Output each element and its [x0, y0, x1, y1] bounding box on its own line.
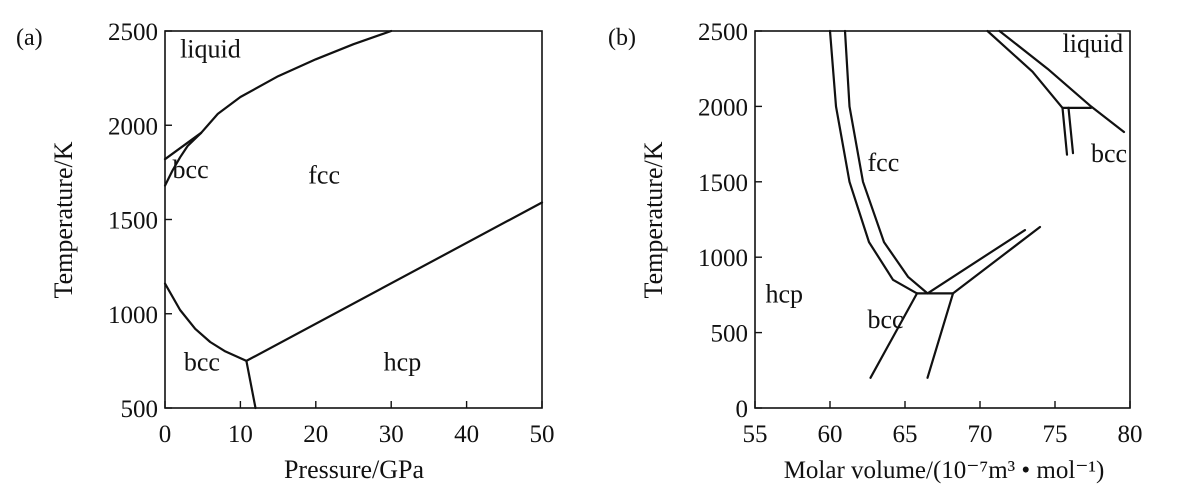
panel-b-ticks: 55 60 65 70 75 80 0 500 1000 1500 2000 2500: [698, 19, 1143, 448]
phase-label-hcp: hcp: [766, 279, 804, 308]
panel-a-tag: (a): [16, 25, 43, 51]
phase-boundary-line: [163, 131, 203, 187]
x-tick-label: 40: [454, 421, 479, 448]
phase-boundary-line: [245, 201, 544, 362]
phase-label-fcc: fcc: [308, 161, 340, 190]
panel-a-x-axis-label: Pressure/GPa: [284, 455, 425, 484]
phase-boundary-line: [869, 292, 919, 379]
x-tick-label: 0: [159, 421, 172, 448]
x-tick-label: 10: [228, 421, 253, 448]
panel-b-plot-frame: [754, 30, 1131, 409]
y-tick-label: 2500: [108, 19, 158, 46]
y-tick-label: 0: [736, 396, 749, 423]
phase-label-hcp: hcp: [384, 347, 422, 376]
panel-a-plot-frame: [164, 30, 543, 409]
x-tick-label: 20: [303, 421, 328, 448]
panel-b-molar-volume-temperature: (b) 55 60 65 70 75 80 0 500 1000 1500 2000 2500 liq…: [608, 19, 1143, 484]
panel-a-phase-boundaries: [163, 29, 544, 410]
x-tick-label: 55: [743, 421, 768, 448]
phase-boundary-line: [986, 29, 1064, 110]
phase-label-bcc: bcc: [868, 305, 904, 334]
x-tick-label: 50: [530, 421, 555, 448]
phase-boundary-line: [163, 282, 248, 362]
panel-b-tag: (b): [608, 25, 636, 51]
y-tick-label: 2000: [108, 113, 158, 140]
phase-label-fcc: fcc: [868, 148, 900, 177]
x-tick-label: 80: [1118, 421, 1143, 448]
phase-boundary-line: [1067, 106, 1075, 155]
x-tick-label: 75: [1043, 421, 1068, 448]
phase-label-bcc: bcc: [173, 155, 209, 184]
phase-label-bcc: bcc: [184, 347, 220, 376]
x-tick-label: 30: [379, 421, 404, 448]
panel-a-pressure-temperature: (a) 0 10 20 30 40 50 500 1000 1500 2000 2500 liqui…: [16, 19, 555, 484]
phase-boundary-line: [998, 29, 1126, 134]
y-tick-label: 1500: [108, 208, 158, 235]
panel-b-phase-boundaries: [828, 29, 1126, 379]
x-tick-label: 65: [893, 421, 918, 448]
phase-boundary-line: [926, 229, 1027, 295]
y-tick-label: 500: [121, 396, 159, 423]
phase-boundary-line: [926, 292, 955, 379]
y-tick-label: 2500: [698, 19, 748, 46]
x-tick-label: 60: [818, 421, 843, 448]
panel-a-y-axis-label: Temperature/K: [49, 141, 78, 298]
panel-a-phase-labels: liquid bcc fcc bcc hcp: [173, 34, 422, 376]
phase-boundary-line: [828, 29, 919, 295]
x-tick-label: 70: [968, 421, 993, 448]
phase-label-liquid: liquid: [180, 34, 241, 63]
phase-boundary-line: [163, 29, 393, 161]
panel-a-ticks: 0 10 20 30 40 50 500 1000 1500 2000 2500: [108, 19, 555, 448]
y-tick-label: 500: [711, 321, 749, 348]
y-tick-label: 2000: [698, 94, 748, 121]
y-tick-label: 1000: [698, 245, 748, 272]
phase-boundary-line: [951, 225, 1042, 295]
y-tick-label: 1500: [698, 170, 748, 197]
phase-boundary-line: [1061, 106, 1069, 156]
phase-boundary-line: [245, 359, 257, 410]
panel-b-x-axis-label: Molar volume/(10⁻⁷m³ • mol⁻¹): [784, 457, 1105, 484]
y-tick-label: 1000: [108, 302, 158, 329]
phase-boundary-line: [843, 29, 929, 295]
phase-label-liquid: liquid: [1063, 29, 1124, 58]
phase-label-bcc: bcc: [1091, 139, 1127, 168]
panel-b-phase-labels: liquid fcc bcc hcp bcc: [766, 29, 1128, 334]
panel-b-y-axis-label: Temperature/K: [639, 141, 668, 298]
